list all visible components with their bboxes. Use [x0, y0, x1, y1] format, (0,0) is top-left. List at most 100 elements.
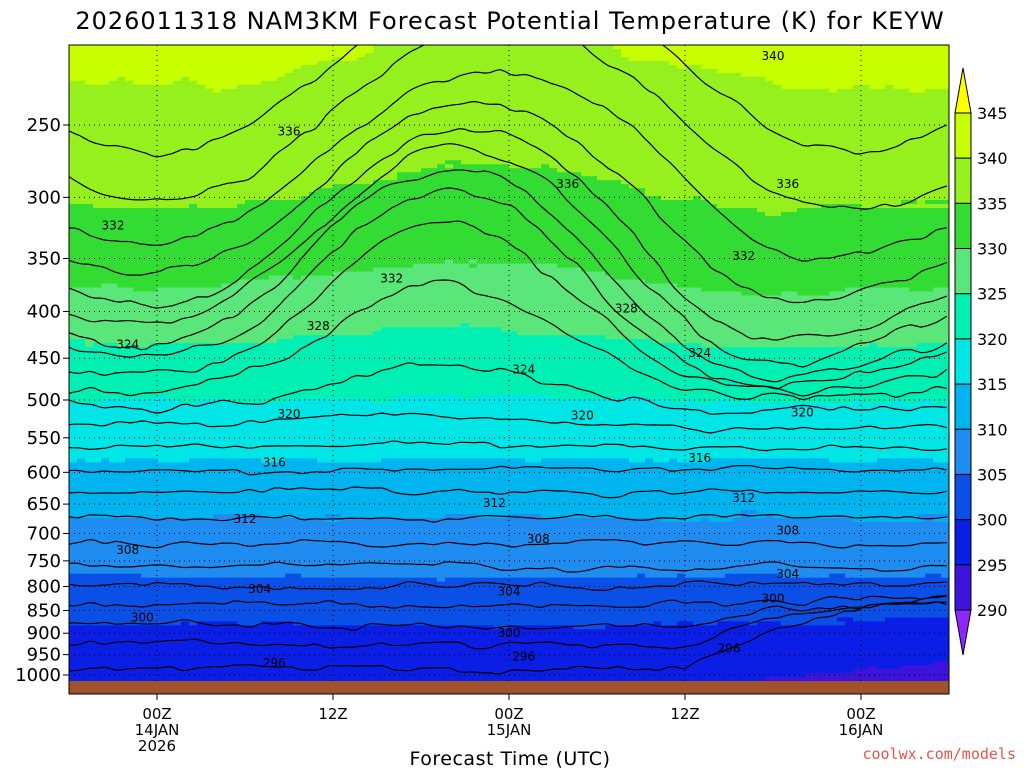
band-cell	[109, 283, 118, 344]
band-cell	[941, 287, 949, 344]
colorbar-label: 325	[977, 285, 1008, 304]
credit-text[interactable]: coolwx.com/models	[862, 745, 1016, 763]
band-cell	[397, 172, 406, 269]
contour-label: 296	[512, 650, 535, 664]
band-cell	[261, 279, 270, 344]
band-cell	[325, 522, 334, 579]
band-cell	[901, 522, 910, 579]
band-cell	[749, 295, 758, 348]
colorbar-label: 300	[977, 511, 1008, 530]
band-cell	[205, 398, 214, 459]
band-cell	[701, 518, 710, 579]
band-cell	[477, 327, 486, 396]
band-cell	[549, 335, 558, 400]
band-cell	[141, 625, 150, 681]
band-cell	[173, 462, 182, 519]
band-cell	[861, 84, 870, 209]
band-cell	[597, 180, 606, 273]
y-tick-label: 550	[27, 428, 61, 449]
band-cell	[933, 45, 942, 90]
band-cell	[501, 164, 510, 265]
band-cell	[781, 518, 790, 579]
band-cell	[213, 514, 222, 579]
band-cell	[573, 458, 582, 519]
band-cell	[685, 522, 694, 579]
band-cell	[749, 510, 758, 515]
contour-line-318	[69, 412, 947, 434]
band-cell	[749, 45, 758, 78]
band-cell	[669, 625, 678, 681]
contour-lines	[69, 45, 948, 675]
band-cell	[781, 625, 790, 678]
band-cell	[333, 56, 342, 185]
band-cell	[805, 518, 814, 579]
band-cell	[893, 522, 902, 579]
band-cell	[589, 577, 598, 630]
band-cell	[925, 343, 934, 400]
band-cell	[85, 45, 94, 86]
band-cell	[933, 617, 942, 662]
band-cell	[781, 45, 790, 90]
band-cell	[397, 518, 406, 579]
band-cell	[629, 279, 638, 340]
band-cell	[293, 279, 302, 336]
band-cell	[341, 577, 350, 626]
band-cell	[781, 577, 790, 626]
band-cell	[773, 45, 782, 86]
band-cell	[285, 275, 294, 340]
band-cell	[669, 64, 678, 201]
band-cell	[237, 204, 246, 281]
band-cell	[845, 673, 854, 681]
band-cell	[597, 335, 606, 400]
band-cell	[301, 64, 310, 197]
band-cell	[533, 263, 542, 336]
band-cell	[245, 458, 254, 515]
band-cell	[101, 625, 110, 681]
band-cell	[917, 92, 926, 209]
band-cell	[677, 68, 686, 201]
band-cell	[253, 343, 262, 404]
band-cell	[877, 45, 886, 90]
band-cell	[789, 347, 798, 404]
contour-line-302	[69, 594, 947, 609]
band-cell	[693, 462, 702, 523]
band-cell	[205, 45, 214, 90]
band-cell	[797, 88, 806, 209]
band-cell	[341, 45, 350, 62]
band-cell	[741, 45, 750, 78]
band-cell	[669, 402, 678, 459]
band-cell	[573, 629, 582, 681]
band-cell	[693, 625, 702, 681]
band-cell	[573, 398, 582, 459]
band-cell	[429, 327, 438, 396]
band-cell	[765, 677, 774, 681]
band-cell	[605, 458, 614, 519]
band-cell	[341, 398, 350, 463]
band-cell	[773, 573, 782, 622]
band-cell	[541, 263, 550, 336]
band-cell	[365, 335, 374, 400]
band-cell	[773, 402, 782, 459]
y-tick-label: 650	[27, 494, 61, 515]
band-cell	[541, 164, 550, 265]
band-cell	[357, 335, 366, 400]
band-cell	[829, 518, 838, 575]
band-cell	[325, 45, 334, 62]
band-cell	[365, 462, 374, 519]
band-cell	[709, 68, 718, 205]
band-cell	[389, 577, 398, 626]
band-cell	[349, 60, 358, 185]
band-cell	[445, 394, 454, 459]
band-cell	[125, 207, 134, 289]
band-cell	[613, 48, 622, 181]
contour-label: 296	[263, 656, 286, 670]
band-cell	[925, 88, 934, 201]
band-cell	[397, 327, 406, 396]
band-cell	[941, 661, 949, 681]
band-cell	[133, 347, 142, 400]
band-cell	[693, 343, 702, 404]
band-cell	[925, 617, 934, 666]
band-cell	[765, 295, 774, 348]
band-cell	[581, 45, 590, 177]
band-cell	[677, 522, 686, 575]
